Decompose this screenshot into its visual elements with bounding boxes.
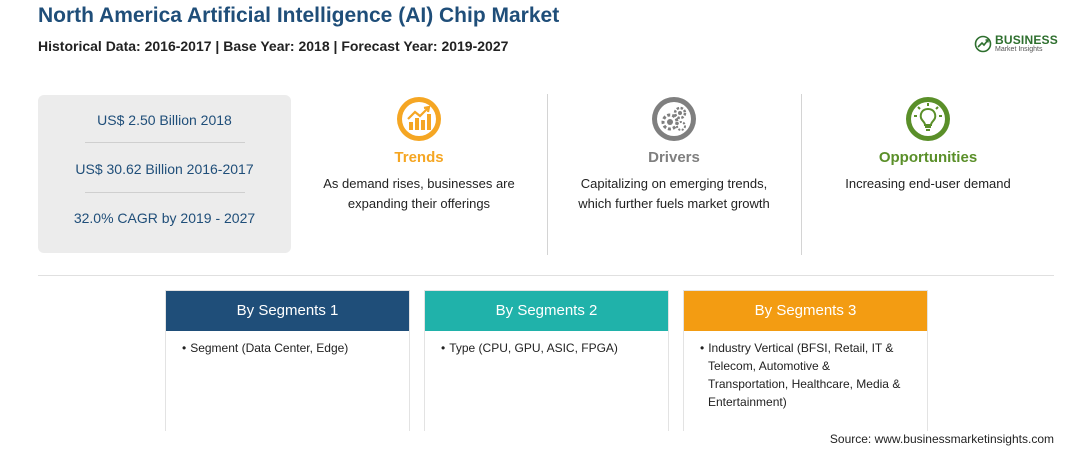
opportunities-text-line: Increasing end-user demand <box>845 176 1011 191</box>
segment-item-continuation: Telecom, Automotive & <box>708 359 831 373</box>
logo-sub-text: Market Insights <box>995 46 1043 53</box>
trends-text: As demand rises, businesses are expandin… <box>309 174 529 214</box>
drivers-text-line: which further fuels market growth <box>578 196 770 211</box>
trends-text-line: expanding their offerings <box>347 196 491 211</box>
bullet-icon: • <box>441 341 446 355</box>
divider-vertical <box>801 94 802 255</box>
trends-text-line: As demand rises, businesses are <box>323 176 515 191</box>
bullet-icon: • <box>182 341 187 355</box>
stat-value-historical: US$ 30.62 Billion 2016-2017 <box>75 161 254 177</box>
logo-main-text: BUSINESS <box>995 33 1058 47</box>
stat-divider <box>85 142 245 143</box>
segment-body: • Type (CPU, GPU, ASIC, FPGA) <box>425 331 668 357</box>
lightbulb-icon <box>906 97 950 141</box>
stat-divider <box>85 192 245 193</box>
source-link[interactable]: Source: www.businessmarketinsights.com <box>829 432 1054 446</box>
opportunities-title: Opportunities <box>878 149 978 166</box>
stats-panel: US$ 2.50 Billion 2018 US$ 30.62 Billion … <box>38 95 291 253</box>
segment-card-2: By Segments 2 • Type (CPU, GPU, ASIC, FPG… <box>424 290 669 431</box>
trends-title: Trends <box>394 149 444 166</box>
segment-header: By Segments 2 <box>425 291 668 331</box>
segment-item-continuation: Transportation, Healthcare, Media & <box>708 377 901 391</box>
chart-growth-icon <box>397 97 441 141</box>
gears-icon <box>652 97 696 141</box>
segment-card-3: By Segments 3 • Industry Vertical (BFSI, … <box>683 290 928 431</box>
segment-item-text: Industry Vertical (BFSI, Retail, IT & <box>708 341 894 355</box>
page-subtitle: Historical Data: 2016-2017 | Base Year: … <box>38 38 509 54</box>
segment-card-1: By Segments 1 • Segment (Data Center, Edg… <box>165 290 410 431</box>
globe-icon <box>974 35 992 52</box>
divider-vertical <box>547 94 548 255</box>
stat-value-2018: US$ 2.50 Billion 2018 <box>97 112 232 128</box>
drivers-title: Drivers <box>648 149 700 166</box>
drivers-card: Drivers Capitalizing on emerging trends,… <box>564 95 784 214</box>
segment-header: By Segments 1 <box>166 291 409 331</box>
opportunities-card: Opportunities Increasing end-user demand <box>818 95 1038 194</box>
segment-body: • Segment (Data Center, Edge) <box>166 331 409 357</box>
page-title: North America Artificial Intelligence (A… <box>38 4 560 27</box>
segment-item-continuation: Entertainment) <box>708 395 787 409</box>
segment-list-item: • Industry Vertical (BFSI, Retail, IT & <box>700 339 917 357</box>
segment-body: • Industry Vertical (BFSI, Retail, IT & T… <box>684 331 927 411</box>
segment-item-text: Segment (Data Center, Edge) <box>190 341 349 355</box>
business-logo[interactable]: BUSINESS Market Insights <box>974 34 1058 53</box>
segment-header: By Segments 3 <box>684 291 927 331</box>
stat-value-cagr: 32.0% CAGR by 2019 - 2027 <box>73 210 256 226</box>
opportunities-text: Increasing end-user demand <box>818 174 1038 194</box>
trends-card: Trends As demand rises, businesses are e… <box>309 95 529 214</box>
drivers-text-line: Capitalizing on emerging trends, <box>580 176 768 191</box>
segment-item-text: Type (CPU, GPU, ASIC, FPGA) <box>449 341 618 355</box>
segment-list-item: • Segment (Data Center, Edge) <box>182 339 399 357</box>
drivers-text: Capitalizing on emerging trends, which f… <box>564 174 784 214</box>
segment-list-item: • Type (CPU, GPU, ASIC, FPGA) <box>441 339 658 357</box>
divider-horizontal <box>38 275 1054 276</box>
bullet-icon: • <box>700 341 705 355</box>
